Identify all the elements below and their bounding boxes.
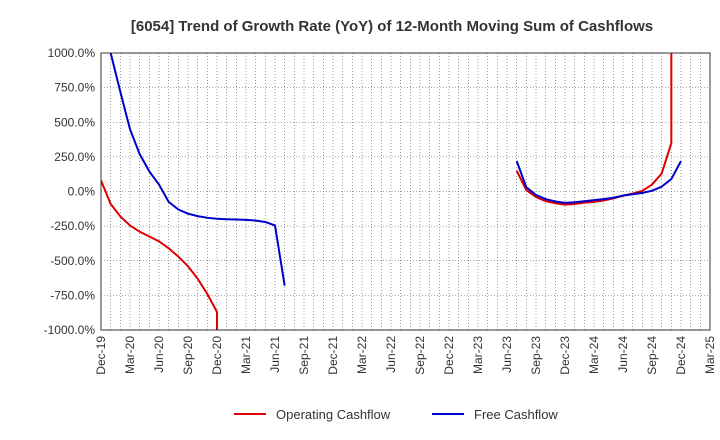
y-tick-label: -250.0% bbox=[50, 219, 95, 233]
y-tick-label: 500.0% bbox=[54, 115, 95, 129]
y-tick-label: 750.0% bbox=[54, 81, 95, 95]
x-tick-label: Dec-22 bbox=[442, 336, 456, 375]
y-tick-label: 0.0% bbox=[68, 185, 96, 199]
series-layer bbox=[101, 53, 682, 330]
x-tick-label: Mar-24 bbox=[587, 336, 601, 374]
x-tick-label: Dec-24 bbox=[674, 336, 688, 375]
x-tick-label: Sep-24 bbox=[645, 336, 659, 375]
x-tick-label: Dec-19 bbox=[94, 336, 108, 375]
y-tick-label: 250.0% bbox=[54, 150, 95, 164]
y-tick-label: -1000.0% bbox=[44, 323, 96, 337]
x-tick-label: Jun-20 bbox=[152, 336, 166, 373]
x-tick-label: Jun-24 bbox=[616, 336, 630, 373]
x-tick-label: Dec-23 bbox=[558, 336, 572, 375]
y-tick-label: -500.0% bbox=[50, 254, 95, 268]
x-tick-label: Sep-23 bbox=[529, 336, 543, 375]
y-tick-label: -750.0% bbox=[50, 288, 95, 302]
x-tick-label: Dec-21 bbox=[326, 336, 340, 375]
y-tick-label: 1000.0% bbox=[48, 46, 96, 60]
x-tick-label: Dec-20 bbox=[210, 336, 224, 375]
y-axis-labels: 1000.0% 750.0% 500.0% 250.0% 0.0% -250.0% -500… bbox=[44, 46, 96, 337]
plot-area bbox=[101, 53, 710, 330]
x-tick-label: Jun-23 bbox=[500, 336, 514, 373]
x-tick-label: Mar-25 bbox=[703, 336, 717, 374]
series-line-operating-cashflow bbox=[101, 180, 218, 330]
x-tick-label: Sep-21 bbox=[297, 336, 311, 375]
x-tick-label: Mar-21 bbox=[239, 336, 253, 374]
grid-lines bbox=[101, 53, 710, 330]
x-tick-label: Mar-23 bbox=[471, 336, 485, 374]
x-tick-label: Jun-21 bbox=[268, 336, 282, 373]
legend: Operating Cashflow Free Cashflow bbox=[234, 407, 558, 422]
legend-label: Operating Cashflow bbox=[276, 407, 391, 422]
chart-title: [6054] Trend of Growth Rate (YoY) of 12-… bbox=[131, 18, 653, 35]
legend-label: Free Cashflow bbox=[474, 407, 558, 422]
series-line-operating-cashflow bbox=[515, 53, 673, 206]
plot-frame bbox=[100, 52, 711, 331]
x-tick-label: Sep-20 bbox=[181, 336, 195, 375]
x-tick-label: Sep-22 bbox=[413, 336, 427, 375]
series-line-free-cashflow bbox=[515, 160, 682, 204]
x-tick-label: Mar-20 bbox=[123, 336, 137, 374]
series-line-free-cashflow bbox=[109, 53, 286, 286]
x-tick-label: Jun-22 bbox=[384, 336, 398, 373]
x-tick-label: Mar-22 bbox=[355, 336, 369, 374]
x-axis-labels: Dec-19 Mar-20 Jun-20 Sep-20 Dec-20 Mar-21 Jun-… bbox=[94, 336, 717, 375]
